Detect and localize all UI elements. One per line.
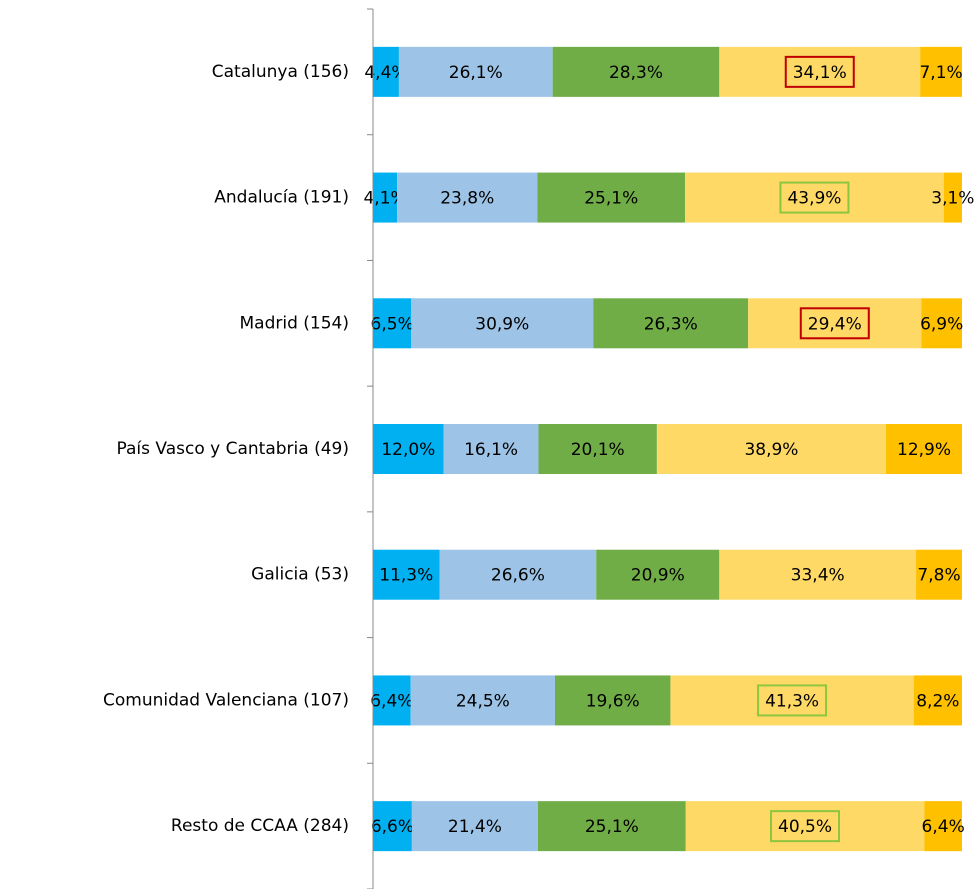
data-label: 20,9% [631,566,685,586]
bar-segment [748,298,922,349]
data-label: 26,1% [449,63,503,83]
data-label: 43,9% [787,189,841,209]
data-label: 11,3% [379,566,433,586]
data-label: 6,5% [371,314,414,334]
data-label: 6,4% [922,817,965,837]
bar-segment [411,801,538,852]
bar-segment [685,172,944,223]
bar-segment [373,675,411,726]
bar-segment [656,424,887,474]
label-box [799,307,870,340]
data-label: 28,3% [609,63,663,83]
bar-segment [596,549,720,600]
label-box [757,684,828,717]
bar-segment [943,172,962,223]
label-box [784,55,855,88]
bar-segment [913,675,962,726]
bar-segment [398,46,553,97]
data-label: 3,1% [931,189,974,209]
data-label: 16,1% [464,440,518,460]
y-tick-label: Galicia (53) [251,565,349,585]
y-tick-label: Catalunya (156) [212,62,349,82]
data-label: 6,9% [920,314,963,334]
data-label: 33,4% [791,566,845,586]
bar-segment [537,801,686,852]
bar-segment [552,46,720,97]
bar-segment [373,298,412,349]
bar-segment [593,298,749,349]
bar-segment [670,675,914,726]
data-label: 12,9% [897,440,951,460]
data-label: 23,8% [440,189,494,209]
bar-segment [411,298,594,349]
data-label: 19,6% [586,691,640,711]
data-label: 34,1% [793,63,847,83]
bar-segment [916,549,962,600]
data-label: 24,5% [456,691,510,711]
bar-segment [719,46,921,97]
bar-segment [373,424,444,474]
bar-segment [373,46,399,97]
data-label: 25,1% [585,817,639,837]
bar-segment [924,801,962,852]
label-box [779,181,850,214]
bar-segment [555,675,671,726]
data-label: 40,5% [778,817,832,837]
bar-segment [373,549,440,600]
data-label: 21,4% [448,817,502,837]
bar-segment [719,549,917,600]
data-label: 26,6% [491,566,545,586]
bar-segment [537,172,686,223]
data-label: 6,4% [370,691,413,711]
bar-segment [439,549,597,600]
y-tick-label: Madrid (154) [240,313,350,333]
bar-segment [921,298,962,349]
label-box [770,810,841,843]
data-label: 4,4% [364,63,407,83]
data-label: 38,9% [744,440,798,460]
data-label: 12,0% [381,440,435,460]
bar-segment [373,801,412,852]
y-tick-label: País Vasco y Cantabria (49) [117,439,349,459]
y-tick-label: Andalucía (191) [214,188,349,208]
y-tick-label: Comunidad Valenciana (107) [103,690,349,710]
data-label: 7,8% [917,566,960,586]
data-label: 25,1% [584,189,638,209]
bar-segment [410,675,556,726]
data-label: 7,1% [919,63,962,83]
bar-segment [920,46,962,97]
data-label: 4,1% [363,189,406,209]
bar-segment [886,424,962,474]
data-label: 6,6% [371,817,414,837]
data-label: 20,1% [571,440,625,460]
bar-segment [373,172,398,223]
data-label: 30,9% [475,314,529,334]
data-label: 8,2% [916,691,959,711]
bar-segment [685,801,925,852]
bar-segment [397,172,538,223]
bar-segment [443,424,539,474]
data-label: 41,3% [765,691,819,711]
data-label: 29,4% [808,314,862,334]
bar-segment [538,424,657,474]
y-tick-label: Resto de CCAA (284) [171,816,349,836]
data-label: 26,3% [644,314,698,334]
